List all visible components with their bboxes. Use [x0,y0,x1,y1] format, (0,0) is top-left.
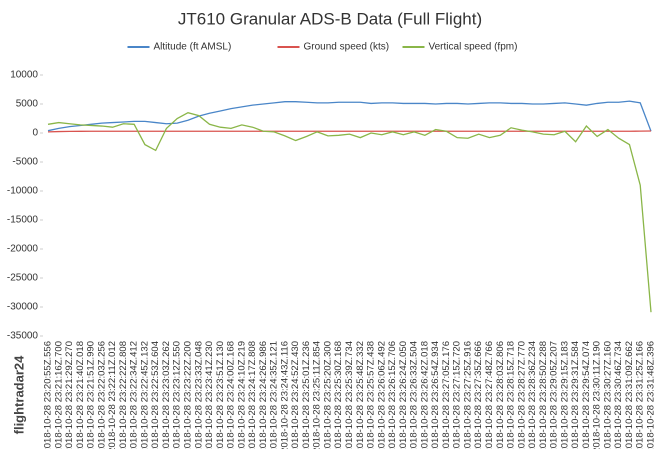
x-tick-label: 2018-10-28 23:24:26Z.986 [258,341,269,449]
series-line [47,100,652,132]
chart-title: JT610 Granular ADS-B Data (Full Flight) [178,9,482,28]
x-tick-label: 2018-10-28 23:20:55Z.556 [43,341,54,449]
x-tick-label: 2018-10-28 23:21:51Z.990 [86,341,97,449]
y-tick-label: -35000 [7,331,39,342]
x-tick-label: 2018-10-28 23:22:53Z.604 [150,341,161,449]
x-tick-label: 2018-10-28 23:25:20Z.300 [322,341,333,449]
x-tick-label: 2018-10-28 23:25:57Z.438 [366,341,377,449]
x-tick-label: 2018-10-28 23:22:45Z.132 [139,341,150,449]
x-tick-label: 2018-10-28 23:21:29Z.270 [64,341,75,449]
x-tick-label: 2018-10-28 23:27:48Z.766 [484,341,495,449]
x-tick-label: 2018-10-28 23:28:03Z.806 [495,341,506,449]
x-tick-label: 2018-10-28 23:26:24Z.050 [398,341,409,449]
x-tick-label: 2018-10-28 23:25:48Z.332 [355,341,366,449]
x-tick-label: 2018-10-28 23:26:06Z.492 [376,341,387,449]
series-line [47,112,652,313]
x-tick-label: 2018-10-28 23:31:25Z.166 [635,341,646,449]
x-tick-label: 2018-10-28 23:24:00Z.168 [226,341,237,449]
x-tick-label: 2018-10-28 23:22:34Z.412 [129,341,140,449]
y-tick-label: -15000 [7,215,39,226]
x-tick-label: 2018-10-28 23:26:42Z.018 [419,341,430,449]
x-tick-label: 2018-10-28 23:23:51Z.130 [215,341,226,449]
x-tick-label: 2018-10-28 23:28:50Z.288 [538,341,549,449]
x-tick-label: 2018-10-28 23:31:48Z.396 [646,341,657,449]
x-tick-label: 2018-10-28 23:23:22Z.200 [182,341,193,449]
x-tick-label: 2018-10-28 23:23:33Z.048 [193,341,204,449]
x-tick-label: 2018-10-28 23:26:15Z.706 [387,341,398,449]
x-tick-label: 2018-10-28 23:24:52Z.430 [290,341,301,449]
legend-label: Altitude (ft AMSL) [154,42,232,53]
x-tick-label: 2018-10-28 23:28:15Z.718 [506,341,517,449]
y-tick-label: 5000 [16,99,39,110]
x-tick-label: 2018-10-28 23:25:30Z.168 [333,341,344,449]
x-tick-label: 2018-10-28 23:25:39Z.734 [344,341,355,449]
y-tick-label: -25000 [7,273,39,284]
y-tick-label: -30000 [7,302,39,313]
x-tick-label: 2018-10-28 23:22:03Z.256 [96,341,107,449]
x-tick-label: 2018-10-28 23:27:25Z.916 [462,341,473,449]
x-tick-label: 2018-10-28 23:28:36Z.234 [527,341,538,449]
x-tick-label: 2018-10-28 23:30:11Z.190 [592,341,603,449]
series-line [47,130,652,133]
x-tick-label: 2018-10-28 23:24:10Z.219 [236,341,247,449]
x-tick-label: 2018-10-28 23:30:27Z.160 [602,341,613,449]
x-tick-label: 2018-10-28 23:25:11Z.854 [312,341,323,449]
x-tick-label: 2018-10-28 23:23:41Z.230 [204,341,215,449]
x-tick-label: 2018-10-28 23:30:46Z.734 [613,341,624,449]
x-tick-label: 2018-10-28 23:29:54Z.074 [581,341,592,449]
x-tick-label: 2018-10-28 23:24:35Z.121 [269,341,280,449]
x-tick-label: 2018-10-28 23:22:11Z.012 [107,341,118,449]
x-tick-label: 2018-10-28 23:29:15Z.183 [559,341,570,449]
y-tick-label: -20000 [7,244,39,255]
legend-label: Vertical speed (fpm) [429,42,518,53]
x-tick-label: 2018-10-28 23:23:12Z.550 [172,341,183,449]
x-tick-label: 2018-10-28 23:31:09Z.662 [624,341,635,449]
x-tick-label: 2018-10-28 23:24:17Z.808 [247,341,258,449]
x-tick-label: 2018-10-28 23:21:40Z.018 [75,341,86,449]
x-tick-label: 2018-10-28 23:26:54Z.934 [430,341,441,449]
y-tick-label: 10000 [10,70,38,81]
x-tick-label: 2018-10-28 23:27:35Z.666 [473,341,484,449]
y-tick-label: 0 [32,128,38,139]
x-tick-label: 2018-10-28 23:22:22Z.808 [118,341,129,449]
x-tick-label: 2018-10-28 23:27:05Z.176 [441,341,452,449]
x-tick-label: 2018-10-28 23:25:01Z.236 [301,341,312,449]
x-tick-label: 2018-10-28 23:28:27Z.770 [516,341,527,449]
y-tick-label: -5000 [12,157,38,168]
y-tick-label: -10000 [7,186,39,197]
x-tick-label: 2018-10-28 23:21:16Z.700 [53,341,64,449]
x-tick-label: 2018-10-28 23:23:03Z.262 [161,341,172,449]
x-tick-label: 2018-10-28 23:24:43Z.116 [279,341,290,449]
x-tick-label: 2018-10-28 23:26:33Z.504 [409,341,420,449]
x-tick-label: 2018-10-28 23:29:05Z.207 [549,341,560,449]
x-tick-label: 2018-10-28 23:29:31Z.584 [570,341,581,449]
legend-label: Ground speed (kts) [304,42,390,53]
watermark: flightradar24 [11,355,26,435]
x-tick-label: 2018-10-28 23:27:15Z.720 [452,341,463,449]
